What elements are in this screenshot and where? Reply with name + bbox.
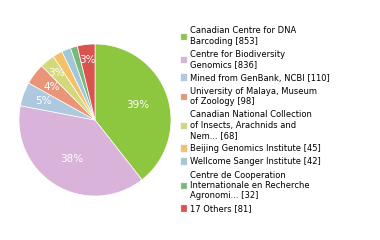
Text: 3%: 3%: [80, 55, 96, 65]
Text: 4%: 4%: [43, 82, 60, 92]
Text: 38%: 38%: [60, 154, 83, 164]
Text: 39%: 39%: [127, 100, 150, 110]
Wedge shape: [71, 46, 95, 120]
Wedge shape: [77, 44, 95, 120]
Wedge shape: [19, 106, 142, 196]
Wedge shape: [62, 48, 95, 120]
Wedge shape: [21, 83, 95, 120]
Wedge shape: [28, 66, 95, 120]
Text: 5%: 5%: [35, 96, 52, 106]
Text: 3%: 3%: [49, 68, 65, 78]
Wedge shape: [95, 44, 171, 180]
Wedge shape: [53, 52, 95, 120]
Legend: Canadian Centre for DNA
Barcoding [853], Centre for Biodiversity
Genomics [836],: Canadian Centre for DNA Barcoding [853],…: [180, 26, 330, 214]
Wedge shape: [42, 56, 95, 120]
